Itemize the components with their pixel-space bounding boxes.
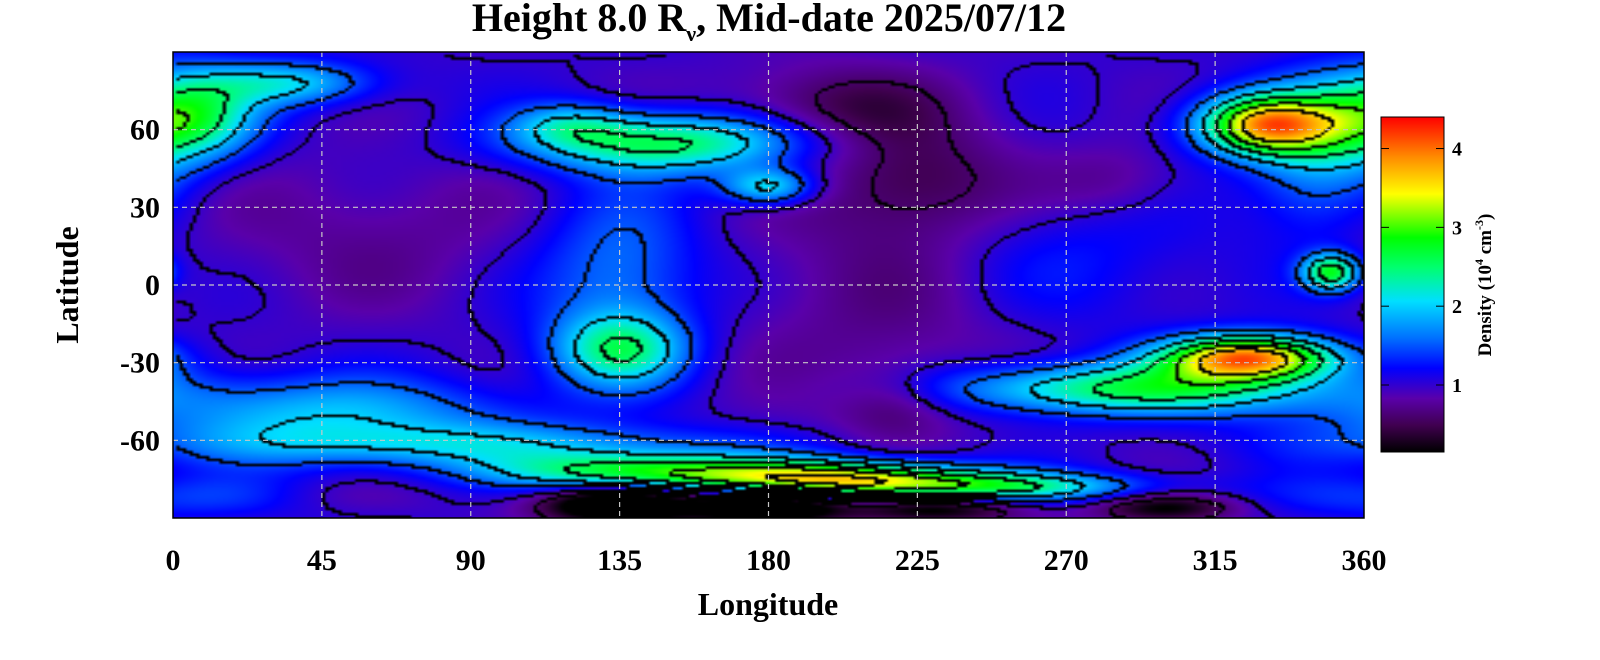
- y-tick-label: 30: [130, 191, 160, 224]
- x-tick-label: 90: [456, 544, 486, 577]
- colorbar-label-prefix: Density (10: [1475, 265, 1496, 356]
- x-tick-label: 0: [166, 544, 181, 577]
- chart-title: Height 8.0 Rν, Mid-date 2025/07/12: [472, 0, 1066, 46]
- colorbar-ticks: 1 2 3 4: [1381, 139, 1462, 397]
- colorbar-label: Density (104 cm-3): [1472, 214, 1496, 357]
- grid-layer: [173, 52, 1364, 518]
- colorbar-label-exp2: -3: [1472, 220, 1486, 230]
- plot-area: [172, 51, 1365, 519]
- y-tick-label: 0: [145, 269, 160, 302]
- x-tick-label: 45: [307, 544, 337, 577]
- y-tick-label: 60: [130, 114, 160, 147]
- plot-frame: [172, 51, 1365, 519]
- colorbar-tick-label: 3: [1452, 217, 1462, 239]
- y-tick-label: -30: [120, 347, 160, 380]
- y-tick-label: -60: [120, 424, 160, 457]
- chart-title-suffix: , Mid-date 2025/07/12: [696, 0, 1066, 40]
- x-tick-label: 180: [746, 544, 791, 577]
- colorbar-label-mid: cm: [1475, 230, 1496, 259]
- chart-title-prefix: Height 8.0 R: [472, 0, 688, 40]
- x-tick-label: 225: [895, 544, 940, 577]
- colorbar-label-exp1: 4: [1472, 259, 1486, 265]
- x-axis-label: Longitude: [698, 586, 838, 622]
- chart-title-subscript: ν: [685, 21, 696, 46]
- colorbar-label-suffix: ): [1475, 214, 1496, 220]
- x-axis-ticks: 0 45 90 135 180 225 270 315 360: [166, 544, 1387, 577]
- x-tick-label: 270: [1044, 544, 1089, 577]
- colorbar-tick-label: 1: [1452, 375, 1462, 397]
- colorbar-tick-label: 2: [1452, 296, 1462, 318]
- y-axis-label: Latitude: [49, 226, 85, 343]
- colorbar-ramp: [1380, 116, 1445, 453]
- colorbar-tick-label: 4: [1452, 139, 1462, 161]
- y-axis-ticks: 60 30 0 -30 -60: [120, 114, 160, 458]
- x-tick-label: 135: [597, 544, 642, 577]
- x-tick-label: 360: [1342, 544, 1387, 577]
- x-tick-label: 315: [1193, 544, 1238, 577]
